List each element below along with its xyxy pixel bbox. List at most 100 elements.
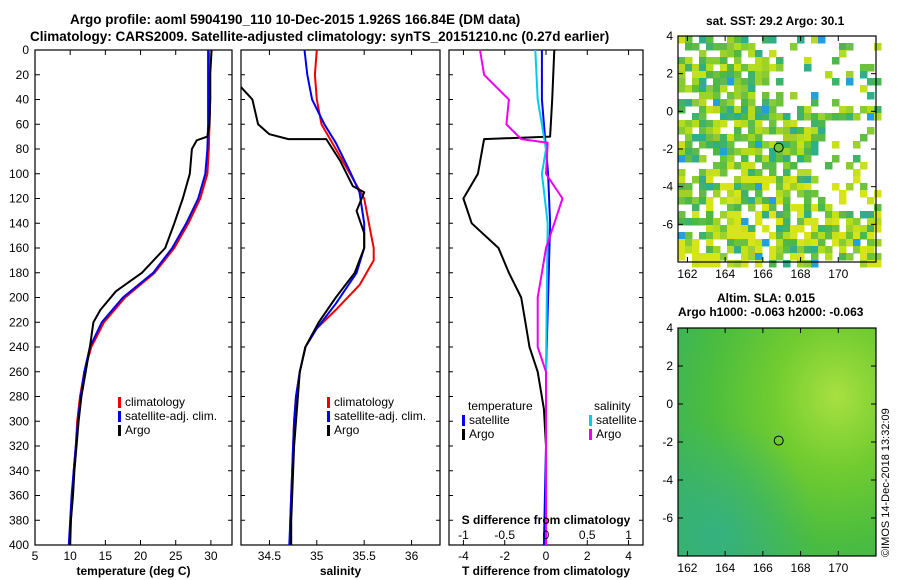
credit-label: ©IMOS 14-Dec-2018 13:32:09 — [880, 408, 892, 557]
sst-map-cell — [818, 225, 826, 233]
sst-map-cell — [685, 218, 693, 226]
sst-map-cell — [678, 64, 686, 72]
sst-map-ytick-label: 0 — [666, 104, 673, 118]
sst-map-cell — [692, 148, 700, 156]
sst-map-cell — [734, 43, 742, 51]
sst-map-cell — [860, 64, 868, 72]
sst-map-cell — [762, 92, 770, 100]
sst-map-cell — [790, 127, 798, 135]
sst-map-cell — [678, 127, 686, 135]
salinity-legend-label: satellite-adj. clim. — [334, 409, 426, 423]
sst-map-cell — [818, 232, 826, 240]
sst-map-cell — [804, 106, 812, 114]
sst-map-cell — [720, 71, 728, 79]
sst-map-cell — [699, 155, 707, 163]
sst-map-cell — [748, 106, 756, 114]
sst-map-cell — [860, 71, 868, 79]
sst-map-cell — [685, 190, 693, 198]
sst-map-cell — [839, 211, 847, 219]
sst-map-cell — [811, 239, 819, 247]
sst-map-cell — [748, 176, 756, 184]
sst-map-cell — [797, 204, 805, 212]
sst-map-cell — [748, 197, 756, 205]
sst-map-cell — [853, 246, 861, 254]
diff-salinity-tick-label: -0.5 — [494, 528, 515, 542]
sst-map-cell — [811, 127, 819, 135]
sst-map-cell — [706, 134, 714, 142]
sst-map-cell — [783, 162, 791, 170]
sst-map-cell — [846, 239, 854, 247]
temperature-ytick-label: 140 — [9, 216, 29, 230]
sst-map-ytick-label: 4 — [666, 29, 673, 43]
sst-map-cell — [713, 99, 721, 107]
sst-map-cell — [713, 183, 721, 191]
diff-legend-right-label: salinity — [594, 399, 631, 413]
sst-map-cell — [727, 92, 735, 100]
sst-map-cell — [706, 85, 714, 93]
sst-map-cell — [804, 134, 812, 142]
diff-salinity-tick-label: -1 — [458, 528, 469, 542]
sst-map-cell — [762, 197, 770, 205]
sst-map-cell — [678, 190, 686, 198]
sst-map-cell — [762, 71, 770, 79]
sst-map-cell — [734, 120, 742, 128]
sst-map-cell — [685, 36, 693, 44]
sst-map-cell — [783, 260, 791, 268]
sst-map-cell — [678, 253, 686, 261]
sst-map-cell — [867, 253, 875, 261]
sst-map-cell — [713, 169, 721, 177]
sst-map-cell — [706, 197, 714, 205]
sst-map-cell — [776, 197, 784, 205]
sst-map-cell — [776, 239, 784, 247]
sst-map-cell — [741, 92, 749, 100]
sst-map-cell — [699, 197, 707, 205]
temperature-legend-label: climatology — [125, 395, 185, 409]
sst-map-cell — [706, 141, 714, 149]
salinity-xtick-label: 34.5 — [258, 549, 282, 563]
sst-map-cell — [825, 253, 833, 261]
diff-salinity-tick-label: 0.5 — [579, 528, 596, 542]
sst-map-cell — [853, 141, 861, 149]
salinity-legend-swatch — [327, 425, 330, 436]
sst-map-cell — [706, 106, 714, 114]
sst-map-cell — [741, 169, 749, 177]
difference-series-salinity-argo — [479, 49, 564, 545]
sst-map-cell — [755, 260, 763, 268]
sst-map-cell — [797, 183, 805, 191]
sst-map-cell — [755, 183, 763, 191]
sst-map-cell — [734, 197, 742, 205]
difference-xlabel: T difference from climatology — [462, 564, 630, 578]
sst-map-cell — [734, 246, 742, 254]
sst-map-cell — [755, 120, 763, 128]
sst-map-cell — [797, 148, 805, 156]
sst-map-xtick-label: 164 — [715, 267, 735, 281]
sst-map-cell — [734, 78, 742, 86]
sst-map-cell — [692, 113, 700, 121]
sst-map-cell — [755, 141, 763, 149]
sst-map-cell — [818, 113, 826, 121]
sst-map-cell — [685, 246, 693, 254]
sst-map-cell — [797, 246, 805, 254]
sst-map-cell — [734, 232, 742, 240]
sst-map-cell — [692, 176, 700, 184]
sst-map-cell — [867, 218, 875, 226]
sst-map-cell — [706, 260, 714, 268]
sst-map-cell — [874, 211, 882, 219]
sst-map-cell — [783, 113, 791, 121]
sst-map-cell — [811, 225, 819, 233]
sst-map-cell — [769, 162, 777, 170]
sst-map-cell — [699, 190, 707, 198]
sst-map-cell — [762, 239, 770, 247]
sst-map-cell — [818, 246, 826, 254]
sst-map-cell — [685, 64, 693, 72]
temperature-ytick-label: 100 — [9, 167, 29, 181]
sst-map-cell — [811, 190, 819, 198]
sst-map-cell — [699, 141, 707, 149]
sst-map-cell — [783, 176, 791, 184]
diff-legend-left-label: satellite — [469, 413, 510, 427]
sst-map-cell — [699, 183, 707, 191]
temperature-ytick-label: 160 — [9, 241, 29, 255]
sst-map-cell — [727, 183, 735, 191]
sst-map-cell — [678, 141, 686, 149]
sst-map-cell — [811, 176, 819, 184]
